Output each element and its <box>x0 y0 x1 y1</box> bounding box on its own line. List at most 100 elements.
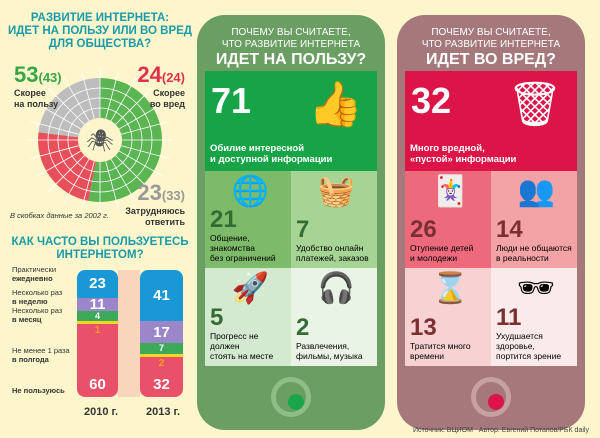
legend-label: в полгода <box>12 354 49 364</box>
reason-label: Тратится много <box>410 341 471 351</box>
reason-label: Развлечения, <box>296 341 350 351</box>
bar-value: 4 <box>94 310 100 321</box>
legend-label: Несколько раз <box>12 288 63 297</box>
web-thread <box>110 158 137 203</box>
good-prev: (43) <box>38 70 62 85</box>
web-ring <box>47 87 153 193</box>
reason-label: без ограничений <box>210 253 276 263</box>
spider-web-chart: 🕷 <box>28 68 172 212</box>
reason-label: Обилие интересной <box>210 143 305 154</box>
bad-label: Скорее <box>153 88 185 98</box>
legend-item: Несколько раз в месяц <box>12 306 63 324</box>
reason-percent: 14 <box>496 216 523 243</box>
reason-label: Удобство онлайн <box>296 243 364 253</box>
bad-label: во вред <box>149 99 185 109</box>
reason-percent: 7 <box>296 216 310 243</box>
web-thread <box>118 150 163 177</box>
good-share: 53(43) Скорее на пользу <box>14 62 62 110</box>
legend-label: Практически <box>12 265 57 274</box>
web-thread <box>48 155 85 192</box>
legend-label: Несколько раз <box>12 306 63 315</box>
reason-label: времени <box>410 351 444 361</box>
reason-label: платежей, заказов <box>296 253 369 263</box>
hourglass-icon: ⌛ <box>431 272 469 305</box>
reason-percent: 26 <box>410 216 437 243</box>
home-button[interactable] <box>271 377 311 417</box>
bar-value: 60 <box>89 375 106 393</box>
reason-cell: 🃏 26 Отупение детей и молодежи <box>405 171 491 268</box>
header-question: ИДЕТ НА ПОЛЬЗУ? <box>215 51 367 68</box>
note: В скобках данные за 2002 г. <box>10 211 109 220</box>
web-thread <box>37 150 82 177</box>
title-line: ИНТЕРНЕТОМ? <box>56 249 144 261</box>
web-thread <box>121 145 170 160</box>
bar-segment: 23 <box>77 270 118 298</box>
good-phone: ПОЧЕМУ ВЫ СЧИТАЕТЕ, ЧТО РАЗВИТИЕ ИНТЕРНЕТ… <box>197 15 385 430</box>
legend-label: в неделю <box>12 296 48 306</box>
headphones-player-icon: 🎧 <box>317 272 355 305</box>
reason-label: фильмы, музыка <box>296 351 363 361</box>
reason-label: стоять на месте <box>210 351 274 361</box>
reason-percent: 32 <box>411 80 452 121</box>
legend-label: ежедневно <box>12 273 53 283</box>
legend-item: Не менее 1 раза в полгода <box>12 346 70 364</box>
web-thread <box>105 161 120 210</box>
bar-segment: 11 <box>77 296 118 314</box>
web-thread <box>63 77 90 122</box>
reason-label: «пустой» информации <box>410 154 517 165</box>
trash-can-icon: 🗑 <box>507 80 563 129</box>
bar-segment: 7 <box>140 342 183 354</box>
reason-percent: 71 <box>211 80 252 121</box>
web-ring <box>67 107 133 173</box>
unsure-label: Затрудняюсь <box>125 206 185 216</box>
legend-item: Несколько раз в неделю <box>12 288 63 306</box>
reason-cell: 🎧 2 Развлечения, фильмы, музыка <box>291 268 377 366</box>
reason-percent: 21 <box>210 206 237 233</box>
source-text: Источник: ВЦИОМ Автор: Евгений Потапов/Р… <box>413 427 589 434</box>
reason-percent: 11 <box>496 304 522 331</box>
reason-cell: 👥 14 Люди не общаются в реальности <box>491 171 577 268</box>
phone-header: ПОЧЕМУ ВЫ СЧИТАЕТЕ, ЧТО РАЗВИТИЕ ИНТЕРНЕТ… <box>197 27 385 69</box>
reason-percent: 13 <box>410 314 437 341</box>
reason-cell: 🧺 7 Удобство онлайн платежей, заказов <box>291 171 377 268</box>
reason-cell: 🌐 21 Общение, знакомства без ограничений <box>205 171 291 268</box>
legend-label: Не пользуюсь <box>12 386 65 395</box>
bad-prev: (24) <box>161 70 185 85</box>
reason-cell: 🚀 5 Прогресс не должен стоять на месте <box>205 268 291 366</box>
bar-value: 1 <box>94 325 101 337</box>
reason-percent: 2 <box>296 314 310 341</box>
phone-header: ПОЧЕМУ ВЫ СЧИТАЕТЕ, ЧТО РАЗВИТИЕ ИНТЕРНЕТ… <box>397 27 585 69</box>
web-ring <box>57 97 143 183</box>
title-line: ДЛЯ ОБЩЕСТВА? <box>48 38 152 50</box>
home-button[interactable] <box>471 377 511 417</box>
bad-phone: ПОЧЕМУ ВЫ СЧИТАЕТЕ, ЧТО РАЗВИТИЕ ИНТЕРНЕТ… <box>397 15 585 430</box>
title-line: РАЗВИТИЕ ИНТЕРНЕТА: <box>30 12 170 24</box>
phone-screen: 🗑 32 Много вредной, «пустой» информации 🃏… <box>405 71 577 366</box>
good-label: на пользу <box>14 99 59 109</box>
bad-value: 24 <box>137 62 162 87</box>
bar-segment <box>77 321 118 325</box>
glasses-medicine-icon: 🕶 <box>516 272 555 305</box>
reason-cell: 🕶 11 Ухудшается здоровье, портится зрение <box>491 268 577 366</box>
bar-value: 2 <box>158 357 165 369</box>
web-thread <box>118 103 163 130</box>
thumbs-up-icon: 👍 <box>308 80 363 129</box>
reason-label: портится зрение <box>496 351 562 361</box>
bar-segment: 41 <box>140 270 183 322</box>
x-tick-2010: 2010 г. <box>84 406 119 418</box>
freq-title: КАК ЧАСТО ВЫ ПОЛЬЗУЕТЕСЬ ИНТЕРНЕТОМ? <box>0 236 200 262</box>
legend-label: в месяц <box>12 314 42 324</box>
bar-segment: 17 <box>140 321 183 343</box>
title-line: ИДЕТ НА ПОЛЬЗУ ИЛИ ВО ВРЕД <box>7 25 193 37</box>
legend-item: Не пользуюсь <box>12 386 65 396</box>
header-line: ЧТО РАЗВИТИЕ ИНТЕРНЕТА <box>221 39 361 50</box>
title-line: КАК ЧАСТО ВЫ ПОЛЬЗУЕТЕСЬ <box>11 236 189 248</box>
bar-value: 11 <box>89 296 106 314</box>
unsure-label: ответить <box>145 217 185 227</box>
bar-value: 32 <box>153 375 170 393</box>
legend-label: Не менее 1 раза <box>12 346 70 355</box>
bar-value: 17 <box>153 323 170 341</box>
bar-segment: 60 <box>77 324 118 397</box>
basket-icon: 🧺 <box>317 175 355 208</box>
unsure-share: 23(33) Затрудняюсь ответить <box>125 180 185 228</box>
